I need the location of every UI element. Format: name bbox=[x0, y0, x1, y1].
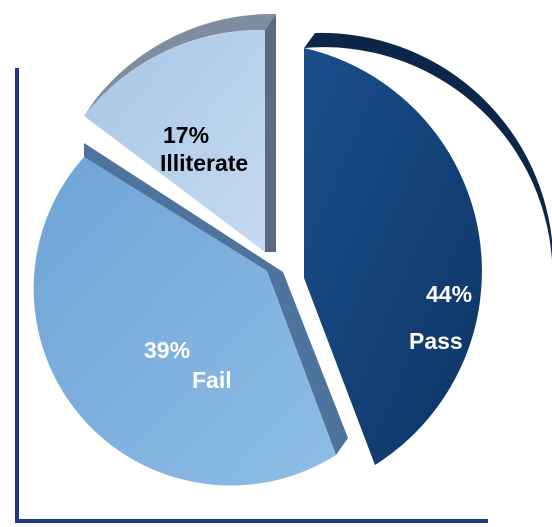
data-label-illiterate-name: Illiterate bbox=[160, 150, 248, 176]
data-label-pass-value: 44% bbox=[426, 281, 472, 307]
pie-slice-illiterate-edge bbox=[84, 13, 276, 116]
pie-slice-illiterate bbox=[84, 29, 265, 252]
data-label-pass-name: Pass bbox=[409, 328, 463, 354]
data-label-fail-name: Fail bbox=[192, 367, 232, 393]
pie-slice-illiterate-depth bbox=[265, 14, 276, 252]
data-label-illiterate-value: 17% bbox=[163, 122, 209, 148]
pie-slice-fail bbox=[33, 157, 337, 486]
data-label-fail-value: 39% bbox=[144, 337, 190, 363]
pie-slice-pass bbox=[304, 48, 482, 465]
